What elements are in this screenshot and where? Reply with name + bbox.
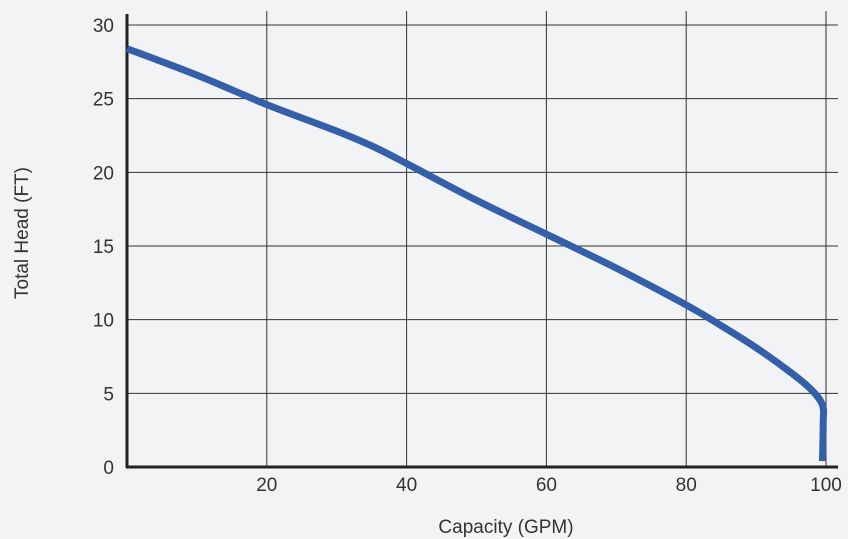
tick-labels: 0 5 10 15 20 25 30 20 40 60 80 100 <box>93 16 842 496</box>
x-axis-title: Capacity (GPM) <box>438 517 573 538</box>
grid <box>127 11 838 467</box>
x-tick-label: 100 <box>810 475 842 496</box>
series-layer <box>125 45 828 462</box>
y-tick-label: 20 <box>93 163 114 184</box>
series-line <box>125 45 828 462</box>
y-tick-label: 10 <box>93 311 114 332</box>
y-tick-label: 15 <box>93 237 114 258</box>
axes <box>125 14 838 469</box>
x-tick-label: 80 <box>676 475 697 496</box>
x-tick-label: 40 <box>396 475 417 496</box>
x-tick-label: 60 <box>536 475 557 496</box>
y-axis-title: Total Head (FT) <box>12 167 33 299</box>
y-tick-label: 30 <box>93 16 114 37</box>
x-tick-label: 20 <box>256 475 277 496</box>
y-tick-label: 0 <box>103 458 114 479</box>
y-tick-label: 5 <box>103 384 114 405</box>
y-tick-label: 25 <box>93 90 114 111</box>
